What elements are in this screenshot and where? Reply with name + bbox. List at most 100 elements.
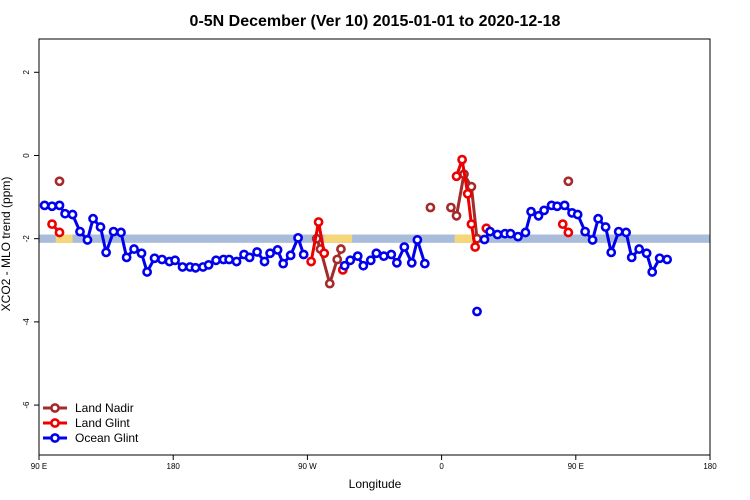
data-point-ocean-glint [177,262,188,272]
data-point-ocean-glint [259,256,270,267]
data-point-ocean-glint [419,258,430,269]
data-point-ocean-glint [339,260,350,271]
data-point-ocean-glint [406,257,417,268]
data-point-land-glint [457,154,468,165]
data-point-ocean-glint [244,252,255,263]
data-point-ocean-glint [108,226,119,237]
data-point-ocean-glint [641,248,652,259]
data-point-ocean-glint [533,210,544,221]
legend-swatch-marker [50,403,60,413]
data-point-ocean-glint [60,208,70,219]
data-point-ocean-glint [75,226,85,237]
data-point-ocean-glint [211,255,221,266]
data-point-land-glint [462,188,473,199]
data-point-ocean-glint [252,247,262,257]
x-tick-label: 180 [703,462,717,471]
data-point-ocean-glint [526,206,536,217]
data-point-land-glint [451,171,462,182]
data-point-ocean-glint [513,231,523,242]
data-point-ocean-glint [136,248,147,259]
data-point-ocean-glint [606,247,617,258]
data-point-ocean-glint [600,222,611,232]
x-axis: 90 E 180 90 W 0 90 E 180 [31,455,717,471]
data-point-ocean-glint [386,249,397,260]
x-axis-label: Longitude [349,477,402,491]
data-point-land-glint [319,248,330,259]
data-point-ocean-glint [352,251,363,262]
legend-item-land-glint: Land Glint [43,416,130,430]
data-point-ocean-glint [479,234,490,245]
y-tick-label: 0 [22,153,31,158]
data-point-ocean-glint [391,257,402,268]
data-point-ocean-glint [345,255,356,266]
data-point-ocean-glint [203,259,214,270]
data-point-ocean-glint [626,252,637,263]
data-point-land-glint [54,227,65,238]
y-tick-label: 2 [22,70,31,75]
series-layer [39,154,673,317]
data-point-ocean-glint [634,244,645,254]
data-point-ocean-glint [285,250,296,261]
data-point-ocean-glint [278,258,289,269]
data-point-land-nadir [324,278,335,289]
data-point-land-nadir [451,210,462,221]
data-point-ocean-glint [82,235,93,245]
legend-item-ocean-glint: Ocean Glint [43,431,139,445]
data-point-ocean-glint [505,228,516,239]
data-point-ocean-glint [272,245,283,255]
data-point-ocean-glint [149,253,160,264]
data-point-ocean-glint [101,247,111,258]
data-point-ocean-glint [371,248,382,259]
data-point-ocean-glint [580,226,591,237]
data-point-ocean-glint [412,235,423,245]
data-point-land-nadir [425,202,436,213]
data-point-ocean-glint [231,256,242,267]
data-point-ocean-glint [378,251,389,262]
data-point-ocean-glint [621,227,632,238]
data-point-land-nadir [563,176,574,187]
data-point-ocean-glint [520,227,531,238]
y-axis: 2 0 -2 -4 -6 [22,70,39,409]
data-point-ocean-glint [121,252,132,263]
data-point-ocean-glint [539,205,550,216]
data-point-ocean-glint [654,253,665,264]
y-axis-label: XCO2 - MLO trend (ppm) [0,177,13,312]
data-point-ocean-glint [190,262,201,273]
data-point-ocean-glint [662,254,673,265]
data-point-ocean-glint [358,260,369,271]
data-point-ocean-glint [47,201,57,212]
chart-title: 0-5N December (Ver 10) 2015-01-01 to 202… [190,13,561,30]
legend-swatch-marker [50,433,60,443]
data-point-ocean-glint [224,254,235,265]
x-tick-label: 90 E [568,462,584,471]
reference-band [39,234,710,243]
legend-label: Ocean Glint [75,431,139,445]
data-point-ocean-glint [399,242,410,252]
data-point-land-nadir [54,176,65,187]
y-tick-label: -4 [22,318,31,326]
data-point-ocean-glint [67,209,78,220]
legend-label: Land Glint [75,416,130,430]
data-point-ocean-glint [54,200,65,211]
data-point-ocean-glint [170,255,180,266]
data-point-ocean-glint [492,229,503,240]
data-point-ocean-glint [613,226,624,237]
data-point-ocean-glint [365,255,376,266]
data-point-ocean-glint [593,213,604,224]
data-point-land-nadir [336,244,346,254]
x-tick-label: 0 [439,462,444,471]
band-highlight [324,234,353,243]
plot-frame [38,38,711,456]
band-highlight [454,234,487,243]
series-ocean-glint [39,200,673,317]
data-point-land-glint [557,219,568,230]
data-point-ocean-glint [88,213,98,224]
legend-item-land-nadir: Land Nadir [43,401,134,415]
data-point-land-glint [306,256,317,267]
band-highlight [55,234,73,243]
data-point-land-nadir [332,254,343,265]
data-point-land-glint [563,227,574,238]
data-point-land-glint [313,217,324,227]
